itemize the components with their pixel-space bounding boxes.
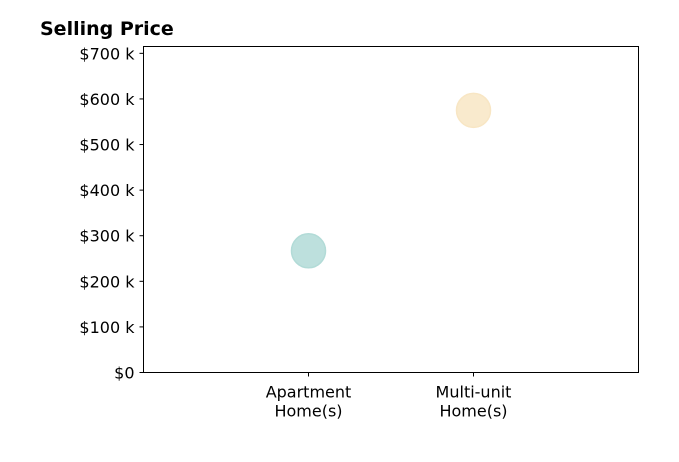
x-axis: Apartment Home(s)Multi-unit Home(s) <box>266 372 512 421</box>
plot-frame <box>143 46 639 373</box>
x-tick-label-line: Home(s) <box>439 402 507 421</box>
y-tick-label: $500 k <box>79 136 135 155</box>
y-tick-label: $600 k <box>79 90 135 109</box>
x-tick-label-line: Multi-unit <box>436 383 512 402</box>
y-tick-label: $200 k <box>79 272 135 291</box>
y-tick-label: $400 k <box>79 181 135 200</box>
x-tick-label-line: Apartment <box>266 383 352 402</box>
data-points <box>290 92 492 269</box>
data-point <box>290 233 327 269</box>
y-tick-label: $700 k <box>79 44 135 63</box>
x-tick-label: Multi-unit Home(s) <box>436 383 512 421</box>
y-tick-label: $300 k <box>79 227 135 246</box>
data-point <box>455 92 492 129</box>
y-tick-label: $0 <box>114 364 134 383</box>
chart-title: Selling Price <box>40 18 174 40</box>
x-tick-label: Apartment Home(s) <box>266 383 352 421</box>
y-tick-label: $100 k <box>79 318 135 337</box>
y-axis: $0 $100 k $200 k $300 k $400 k $500 k $600 k $7… <box>79 44 144 383</box>
x-tick-label-line: Home(s) <box>274 402 342 421</box>
